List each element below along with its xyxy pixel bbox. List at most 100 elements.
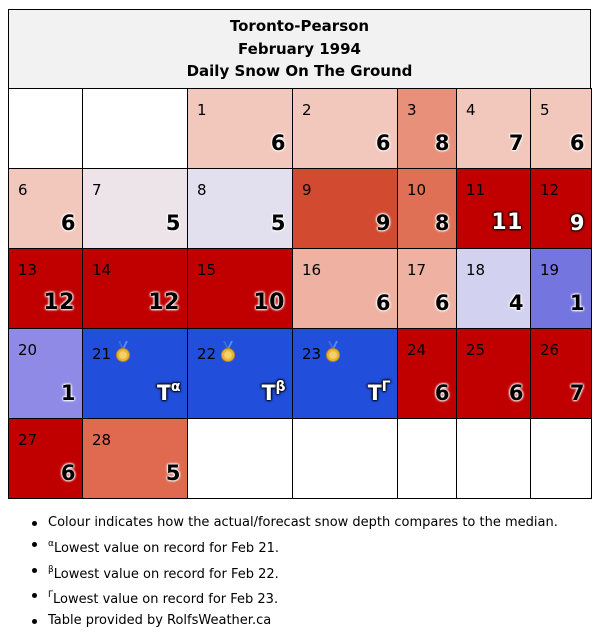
- day-number: 3: [407, 101, 417, 119]
- day-number-text: 24: [407, 341, 427, 359]
- day-cell: 11 11: [456, 168, 531, 249]
- day-number: 12: [540, 181, 559, 199]
- day-cell: 15 10: [187, 248, 293, 329]
- snow-depth-text: 6: [569, 131, 585, 155]
- snow-depth-text: 8: [434, 131, 450, 155]
- day-number: 27: [18, 431, 37, 449]
- footnotes-list: Colour indicates how the actual/forecast…: [28, 513, 558, 632]
- snow-depth-value: 9: [570, 211, 585, 235]
- snow-depth-text: 6: [60, 211, 76, 235]
- calendar-week-row: 20 1 21 Tα 22 Tβ 23 TΓ 24 6 25 6 26 7: [8, 328, 592, 419]
- snow-depth-value: Tα: [157, 379, 180, 405]
- day-number-text: 20: [18, 341, 38, 359]
- day-number-text: 14: [92, 261, 112, 279]
- table-header: Toronto-Pearson February 1994 Daily Snow…: [8, 9, 591, 89]
- day-number: 4: [466, 101, 476, 119]
- snow-depth-value: 5: [165, 211, 181, 235]
- snow-depth-value: 8: [434, 131, 450, 155]
- day-cell: 27 6: [8, 418, 83, 499]
- day-number: 15: [197, 261, 216, 279]
- empty-day-cell: [292, 418, 398, 499]
- snow-depth-text: 6: [434, 381, 450, 405]
- day-cell: 17 6: [397, 248, 457, 329]
- snow-depth-text: 1: [60, 381, 76, 405]
- snow-depth-text: 7: [508, 131, 524, 155]
- snow-depth-text: T: [157, 381, 171, 405]
- snow-depth-text: 6: [508, 381, 524, 405]
- day-number: 10: [407, 181, 426, 199]
- day-number: 23: [302, 341, 343, 363]
- day-cell: 14 12: [82, 248, 188, 329]
- snow-depth-value: 6: [569, 131, 585, 155]
- day-number: 20: [18, 341, 37, 359]
- snow-depth-text: T: [367, 381, 382, 405]
- day-number: 17: [407, 261, 426, 279]
- day-number: 18: [466, 261, 485, 279]
- empty-day-cell: [456, 418, 531, 499]
- day-number: 9: [302, 181, 312, 199]
- day-cell: 13 12: [8, 248, 83, 329]
- medal-icon: [221, 341, 236, 362]
- calendar-container: Toronto-Pearson February 1994 Daily Snow…: [8, 9, 592, 499]
- day-number-text: 6: [18, 181, 28, 199]
- snow-depth-text: 12: [148, 290, 180, 315]
- snow-depth-value: Tβ: [261, 379, 286, 405]
- footnote-item: βLowest value on record for Feb 22.: [28, 560, 558, 586]
- day-number: 11: [466, 181, 485, 199]
- snow-depth-value: 6: [61, 461, 76, 485]
- snow-depth-text: 5: [165, 211, 181, 235]
- day-number: 21: [92, 341, 133, 363]
- empty-day-cell: [8, 88, 83, 169]
- day-cell: 22 Tβ: [187, 328, 293, 419]
- snow-depth-value: 6: [271, 131, 286, 155]
- day-cell: 19 1: [530, 248, 592, 329]
- empty-day-cell: [530, 418, 592, 499]
- footnote-item: Colour indicates how the actual/forecast…: [28, 513, 558, 534]
- calendar-week-row: 27 6 28 5: [8, 418, 592, 499]
- snow-depth-value: TΓ: [367, 379, 391, 405]
- empty-day-cell: [187, 418, 293, 499]
- day-number-text: 12: [540, 181, 560, 199]
- snow-depth-text: 11: [491, 210, 523, 235]
- day-number-text: 27: [18, 431, 38, 449]
- snow-depth-text: T: [261, 381, 276, 405]
- calendar-grid: 1 6 2 6 3 8 4 7 5 6 6 6 7 5 8 5 9 9 10 8 11 11 12 9 13 12 14 12 15 10…: [8, 88, 592, 499]
- snow-depth-text: 6: [375, 131, 391, 155]
- snow-depth-text: 4: [508, 291, 524, 315]
- day-number-text: 11: [466, 181, 486, 199]
- day-cell: 10 8: [397, 168, 457, 249]
- day-number-text: 8: [197, 181, 207, 199]
- day-number: 6: [18, 181, 28, 199]
- empty-day-cell: [397, 418, 457, 499]
- footnote-text: Colour indicates how the actual/forecast…: [48, 515, 558, 530]
- snow-depth-text: 10: [253, 290, 285, 315]
- snow-depth-value: 1: [570, 291, 585, 315]
- day-number-text: 18: [466, 261, 486, 279]
- day-number-text: 2: [302, 101, 312, 119]
- day-number-text: 15: [197, 261, 217, 279]
- snow-depth-value: 6: [60, 211, 76, 235]
- day-number: 5: [540, 101, 550, 119]
- calendar-week-row: 13 12 14 12 15 10 16 6 17 6 18 4 19 1: [8, 248, 592, 329]
- month-title: February 1994: [238, 39, 361, 58]
- footnote-text: Table provided by RolfsWeather.ca: [48, 613, 272, 628]
- day-number-text: 13: [18, 261, 38, 279]
- medal-icon: [326, 341, 341, 362]
- day-cell: 26 7: [530, 328, 592, 419]
- day-cell: 25 6: [456, 328, 531, 419]
- day-number: 2: [302, 101, 312, 119]
- day-number: 22: [197, 341, 238, 363]
- day-cell: 21 Tα: [82, 328, 188, 419]
- snow-depth-text: 6: [375, 291, 391, 315]
- day-number: 1: [197, 101, 207, 119]
- day-number-text: 9: [302, 181, 312, 199]
- day-number: 25: [466, 341, 485, 359]
- empty-day-cell: [82, 88, 188, 169]
- footnote-marker: α: [48, 538, 54, 549]
- day-cell: 28 5: [82, 418, 188, 499]
- day-number-text: 21: [92, 345, 112, 363]
